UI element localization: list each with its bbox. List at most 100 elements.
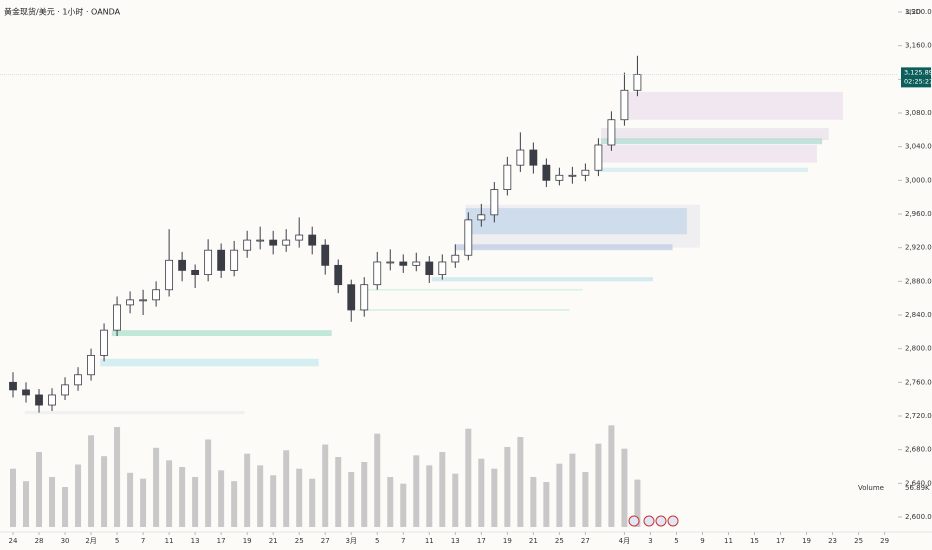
candle-body <box>243 239 252 251</box>
x-tick-label: 7 <box>401 537 405 545</box>
volume-bar <box>322 444 329 527</box>
candle-body <box>360 284 369 311</box>
y-tick-label: 2,600.000 <box>905 513 932 521</box>
volume-bar <box>361 462 368 527</box>
zone <box>111 330 332 337</box>
zone <box>431 277 654 282</box>
zone <box>601 128 829 140</box>
x-tick-label: 13 <box>191 537 200 545</box>
candle-body <box>555 174 564 181</box>
candle-body <box>568 174 577 177</box>
candle-body <box>126 299 134 306</box>
volume-bar <box>582 472 589 527</box>
candle-body <box>477 214 486 221</box>
x-tick-label: 15 <box>750 537 759 545</box>
x-tick-label: 29 <box>880 537 889 545</box>
candle-body <box>425 261 434 276</box>
last-price-box <box>901 67 931 88</box>
volume-bar <box>179 467 186 527</box>
y-tick-label: 2,800.000 <box>905 345 932 353</box>
y-tick-label: 3,080.000 <box>905 109 932 117</box>
volume-bar <box>335 457 342 527</box>
volume-bar <box>270 475 277 527</box>
volume-bar <box>530 477 537 527</box>
volume-bar <box>296 468 303 527</box>
volume-bar <box>543 482 550 527</box>
y-tick-label: 2,920.000 <box>905 244 932 252</box>
volume-bar <box>283 450 290 527</box>
x-tick-label: 5 <box>674 537 678 545</box>
x-tick-label: 21 <box>529 537 538 545</box>
x-tick-label: 9 <box>700 537 704 545</box>
zone <box>100 358 319 367</box>
candle-body <box>503 164 512 190</box>
candle-body <box>230 249 239 271</box>
volume-bar <box>10 468 17 527</box>
volume-bar <box>75 464 82 527</box>
x-tick-label: 7 <box>141 537 145 545</box>
volume-bar <box>413 455 420 527</box>
candle-body <box>165 259 174 291</box>
volume-bar <box>374 433 381 527</box>
candle-body <box>191 269 200 275</box>
x-tick-label: 27 <box>581 537 590 545</box>
volume-bar <box>478 458 485 527</box>
x-tick-label: 11 <box>724 537 733 545</box>
volume-bar <box>504 447 511 527</box>
candle-body <box>438 261 447 276</box>
y-tick-label: 2,840.000 <box>905 311 932 319</box>
x-tick-label: 3月 <box>346 537 357 545</box>
event-flags <box>628 515 679 527</box>
x-tick-label: 19 <box>243 537 252 545</box>
candle-body <box>581 169 590 176</box>
y-tick-label: 2,880.000 <box>905 277 932 285</box>
volume-bar <box>309 478 316 527</box>
volume-bar <box>491 468 498 527</box>
candle-body <box>204 249 213 275</box>
zone <box>365 288 583 291</box>
candle-body <box>308 234 317 246</box>
volume-bar <box>569 453 576 527</box>
volume-bar <box>608 425 615 527</box>
zone <box>465 208 687 235</box>
candle-body <box>620 89 629 121</box>
y-tick-label: 2,640.000 <box>905 479 932 487</box>
zone <box>455 244 673 251</box>
volume-bar <box>257 465 264 527</box>
candle-body <box>594 144 603 171</box>
candle-body <box>9 381 17 391</box>
volume-bar <box>621 448 628 527</box>
volume-bar <box>634 479 641 527</box>
x-tick-label: 25 <box>555 537 564 545</box>
volume-bar <box>465 428 472 527</box>
candle-body <box>61 384 69 396</box>
zone <box>620 91 843 120</box>
x-tick-label: 27 <box>321 537 330 545</box>
volume-bar <box>101 456 108 527</box>
candle-body <box>516 149 525 166</box>
candle-body <box>607 119 616 146</box>
candle-body <box>490 189 499 216</box>
candle-body <box>256 239 265 242</box>
countdown: 02:25:27 <box>904 77 932 85</box>
candle-body <box>412 261 421 266</box>
candle-body <box>464 219 473 256</box>
candle-body <box>87 354 95 376</box>
volume-bar <box>452 473 459 527</box>
x-tick-label: 13 <box>451 537 460 545</box>
x-tick-label: 3 <box>648 537 652 545</box>
volume-last: 56.89K <box>905 484 930 492</box>
volume-bar <box>49 477 56 527</box>
x-tick-label: 11 <box>425 537 434 545</box>
candle-body <box>529 149 538 166</box>
zone <box>357 309 570 311</box>
candle-body <box>373 261 382 286</box>
volume-bar <box>114 427 121 527</box>
x-tick-label: 21 <box>269 537 278 545</box>
candle-body <box>35 394 43 406</box>
volume-bar <box>36 452 43 527</box>
candle-body <box>269 239 278 246</box>
x-tick-label: 4月 <box>619 537 630 545</box>
candle-body <box>321 244 330 266</box>
volume-bar <box>231 481 238 527</box>
